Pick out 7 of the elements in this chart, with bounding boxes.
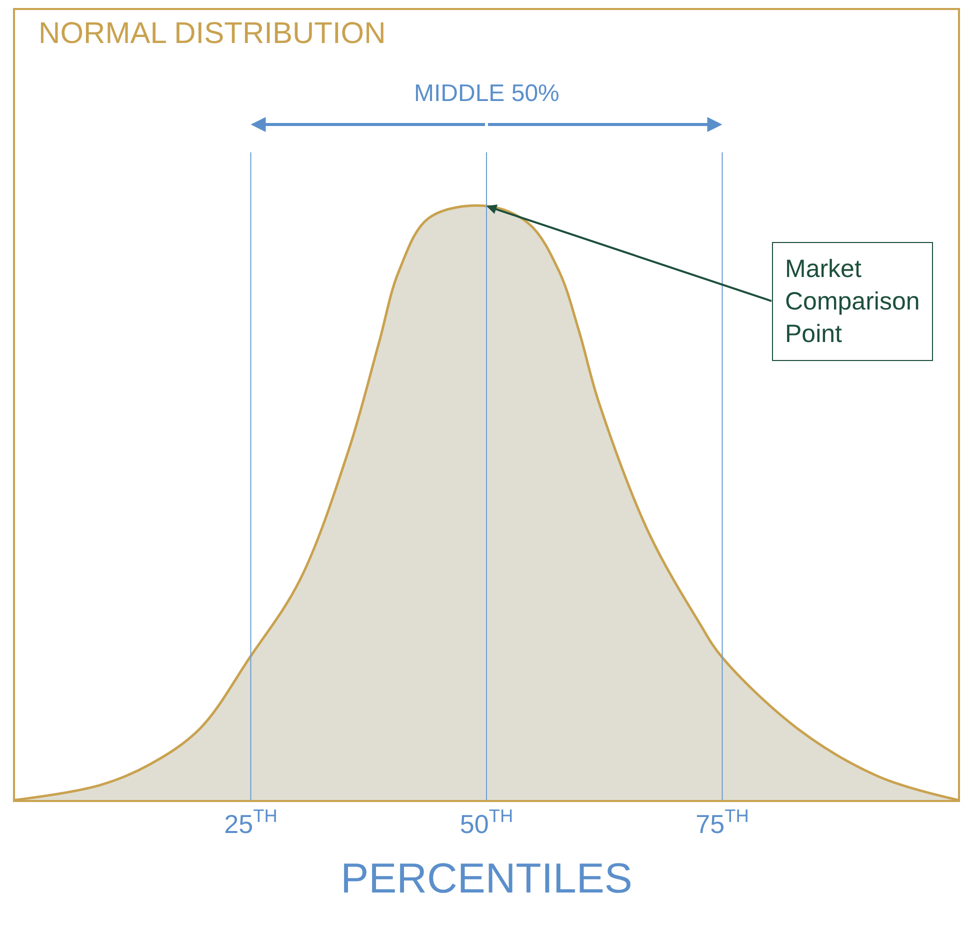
x-tick-label: 50$^{TH}$ bbox=[460, 806, 514, 839]
text: MIDDLE 50% bbox=[414, 80, 560, 107]
annotation: Market Comparison Point bbox=[785, 255, 920, 348]
x-tick-label: 75$^{TH}$ bbox=[696, 806, 749, 839]
x-tick-label: 25$^{TH}$ bbox=[224, 806, 278, 839]
chart-title: NORMAL DISTRIBUTION bbox=[38, 16, 386, 50]
x-axis-title: PERCENTILES bbox=[340, 854, 632, 902]
